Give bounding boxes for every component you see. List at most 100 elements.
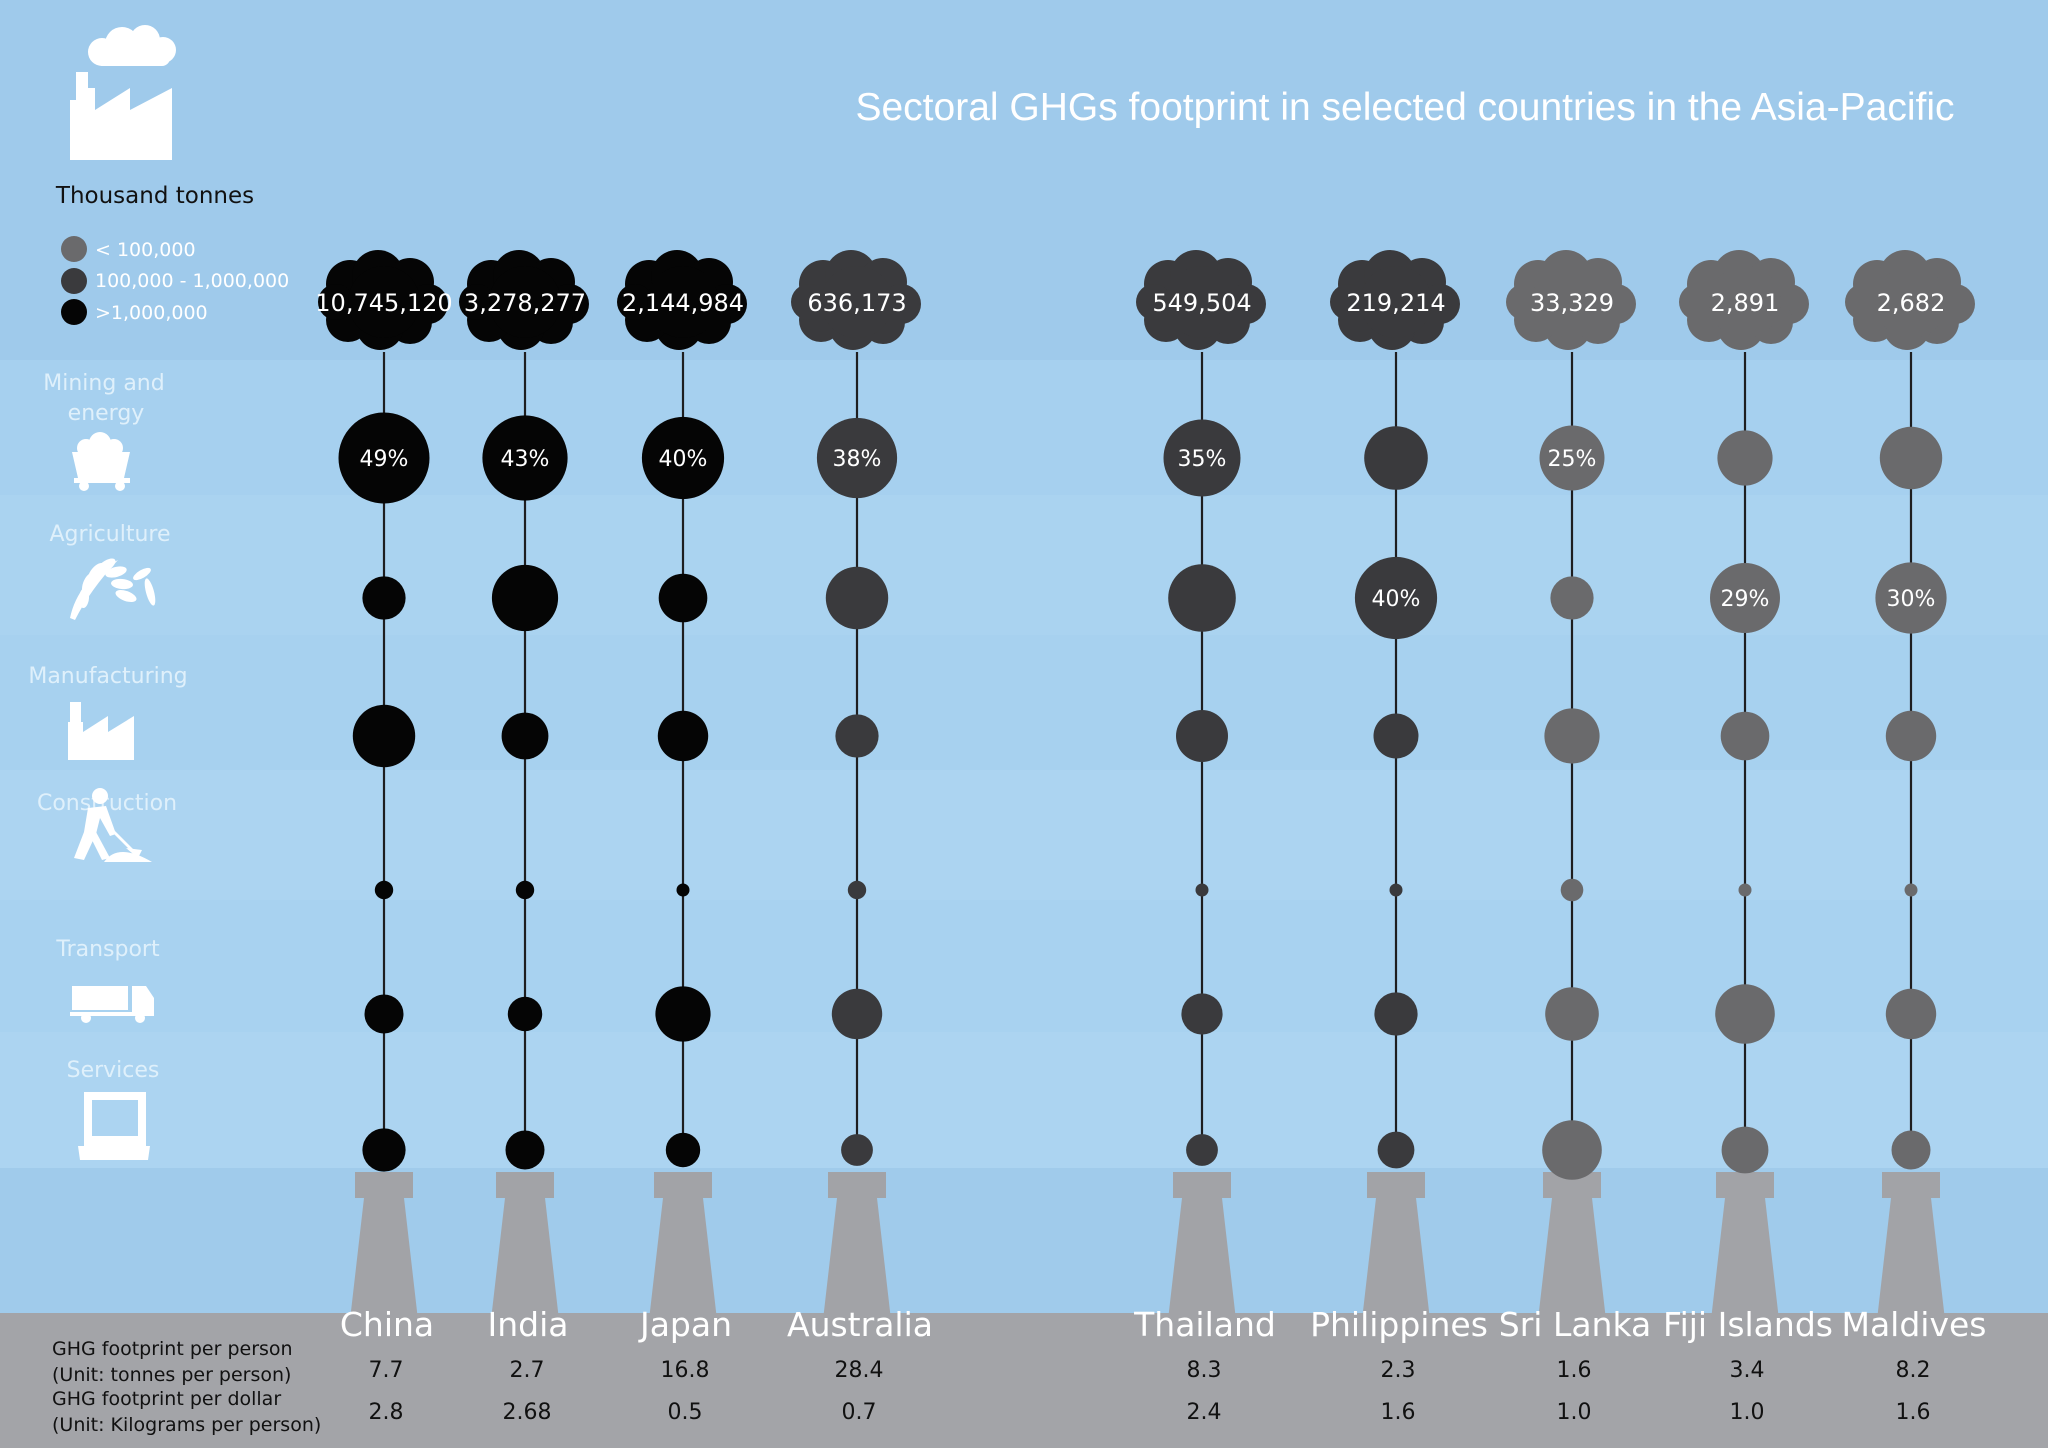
chimney-group bbox=[350, 1172, 1945, 1320]
bubble-sri-lanka-agriculture bbox=[1550, 576, 1594, 620]
per-person-japan: 16.8 bbox=[661, 1358, 710, 1383]
bubble-maldives-manufacturing bbox=[1885, 710, 1937, 762]
bubble-thailand-manufacturing bbox=[1176, 710, 1228, 762]
pct-label-philippines-agriculture: 40% bbox=[1372, 587, 1421, 612]
chimney-maldives bbox=[1877, 1172, 1945, 1320]
cloud-maldives: 2,682 bbox=[1845, 250, 1975, 350]
per-dollar-japan: 0.5 bbox=[668, 1400, 703, 1425]
bubble-india-manufacturing bbox=[501, 712, 549, 760]
bubble-japan-services bbox=[665, 1132, 701, 1168]
cloud-sri-lanka: 33,329 bbox=[1506, 250, 1636, 350]
bubble-thailand-mining-and-energy bbox=[1163, 419, 1241, 497]
unit-label: Thousand tonnes bbox=[55, 183, 254, 209]
per-dollar-fiji-islands: 1.0 bbox=[1730, 1400, 1765, 1425]
footer-band bbox=[0, 1313, 2048, 1448]
total-maldives: 2,682 bbox=[1877, 289, 1946, 317]
country-label-australia: Australia bbox=[787, 1305, 933, 1344]
per-person-label: GHG footprint per person bbox=[52, 1338, 293, 1360]
total-thailand: 549,504 bbox=[1152, 289, 1251, 317]
pct-label-sri-lanka-mining-and-energy: 25% bbox=[1548, 447, 1597, 472]
per-person-thailand: 8.3 bbox=[1187, 1358, 1222, 1383]
country-label-group: China India Japan Australia Thailand Philippi… bbox=[340, 1305, 1987, 1344]
bubble-japan-agriculture bbox=[658, 573, 708, 623]
per-person-australia: 28.4 bbox=[835, 1358, 884, 1383]
per-person-philippines: 2.3 bbox=[1381, 1358, 1416, 1383]
total-sri-lanka: 33,329 bbox=[1530, 289, 1614, 317]
chimney-thailand bbox=[1168, 1172, 1236, 1320]
bubble-philippines-manufacturing bbox=[1373, 713, 1419, 759]
bubble-india-services bbox=[505, 1130, 545, 1170]
bubble-sri-lanka-manufacturing bbox=[1544, 708, 1600, 764]
country-label-india: India bbox=[488, 1305, 569, 1344]
per-person-india: 2.7 bbox=[510, 1358, 545, 1383]
bubble-maldives-mining-and-energy bbox=[1879, 426, 1943, 490]
bubble-india-construction bbox=[515, 880, 535, 900]
chimney-philippines bbox=[1362, 1172, 1430, 1320]
legend-label-low: < 100,000 bbox=[95, 239, 196, 261]
bubble-sri-lanka-mining-and-energy bbox=[1539, 425, 1605, 491]
country-label-philippines: Philippines bbox=[1310, 1305, 1488, 1344]
bubble-philippines-services bbox=[1377, 1131, 1415, 1169]
legend-label-high: >1,000,000 bbox=[95, 302, 208, 324]
bubble-maldives-construction bbox=[1904, 883, 1918, 897]
pct-label-india-mining-and-energy: 43% bbox=[501, 447, 550, 472]
bubble-india-agriculture bbox=[491, 564, 559, 632]
total-philippines: 219,214 bbox=[1346, 289, 1445, 317]
bubble-thailand-services bbox=[1186, 1134, 1218, 1166]
per-dollar-unit: (Unit: Kilograms per person) bbox=[52, 1414, 321, 1436]
band-chimneys bbox=[0, 1168, 2048, 1313]
bubble-group: 49% 43% 40% 38% 35% 40% 25% 29% 30% bbox=[338, 412, 1947, 1180]
band-services bbox=[0, 1032, 2048, 1168]
per-dollar-thailand: 2.4 bbox=[1187, 1400, 1222, 1425]
per-dollar-china: 2.8 bbox=[369, 1400, 404, 1425]
computer-icon bbox=[78, 1092, 150, 1160]
sector-label-manufacturing: Manufacturing bbox=[28, 664, 187, 689]
per-dollar-philippines: 1.6 bbox=[1381, 1400, 1416, 1425]
sector-label-agriculture: Agriculture bbox=[50, 522, 171, 547]
bubble-thailand-agriculture bbox=[1168, 564, 1236, 632]
chimney-china bbox=[350, 1172, 418, 1320]
bubble-china-construction bbox=[374, 880, 394, 900]
worker-shovel-icon bbox=[74, 788, 152, 862]
total-china: 10,745,120 bbox=[315, 289, 452, 317]
pct-label-thailand-mining-and-energy: 35% bbox=[1178, 447, 1227, 472]
bubble-fiji-islands-construction bbox=[1738, 883, 1752, 897]
total-india: 3,278,277 bbox=[464, 289, 586, 317]
sector-label-services: Services bbox=[67, 1058, 160, 1083]
bubble-china-agriculture bbox=[362, 576, 406, 620]
bubble-japan-mining-and-energy bbox=[641, 416, 725, 500]
cloud-group: 10,745,120 3,278,277 2,144,984 636,173 549,5… bbox=[315, 250, 1975, 350]
bubble-china-manufacturing bbox=[352, 704, 416, 768]
per-person-fiji-islands: 3.4 bbox=[1730, 1358, 1765, 1383]
band-manufacturing bbox=[0, 635, 2048, 770]
bubble-philippines-transport bbox=[1374, 992, 1418, 1036]
bubble-sri-lanka-services bbox=[1542, 1120, 1602, 1180]
chimney-australia bbox=[823, 1172, 891, 1320]
legend-swatch-mid bbox=[61, 268, 87, 294]
chimney-fiji-islands bbox=[1711, 1172, 1779, 1320]
bubble-fiji-islands-agriculture bbox=[1710, 563, 1780, 633]
bubble-thailand-construction bbox=[1195, 883, 1209, 897]
bubble-australia-transport bbox=[831, 988, 883, 1040]
pct-label-fiji-islands-agriculture: 29% bbox=[1721, 587, 1770, 612]
total-australia: 636,173 bbox=[807, 289, 906, 317]
wheat-icon bbox=[70, 558, 156, 620]
bubble-fiji-islands-transport bbox=[1715, 984, 1775, 1044]
country-label-thailand: Thailand bbox=[1133, 1305, 1276, 1344]
pct-label-china-mining-and-energy: 49% bbox=[360, 447, 409, 472]
per-dollar-sri-lanka: 1.0 bbox=[1557, 1400, 1592, 1425]
chimney-sri-lanka bbox=[1538, 1172, 1606, 1320]
per-person-maldives: 8.2 bbox=[1896, 1358, 1931, 1383]
bubble-maldives-agriculture bbox=[1875, 562, 1947, 634]
per-dollar-label: GHG footprint per dollar bbox=[52, 1388, 281, 1410]
truck-icon bbox=[70, 986, 154, 1023]
chart-title: Sectoral GHGs footprint in selected coun… bbox=[855, 86, 1954, 129]
country-label-fiji-islands: Fiji Islands bbox=[1663, 1305, 1833, 1344]
country-label-maldives: Maldives bbox=[1841, 1305, 1986, 1344]
bubble-australia-services bbox=[841, 1134, 873, 1166]
bubble-australia-agriculture bbox=[825, 566, 889, 630]
sector-labels: Mining and energy Agriculture Manufactur… bbox=[28, 371, 187, 1083]
per-person-china: 7.7 bbox=[369, 1358, 404, 1383]
total-fiji-islands: 2,891 bbox=[1711, 289, 1780, 317]
